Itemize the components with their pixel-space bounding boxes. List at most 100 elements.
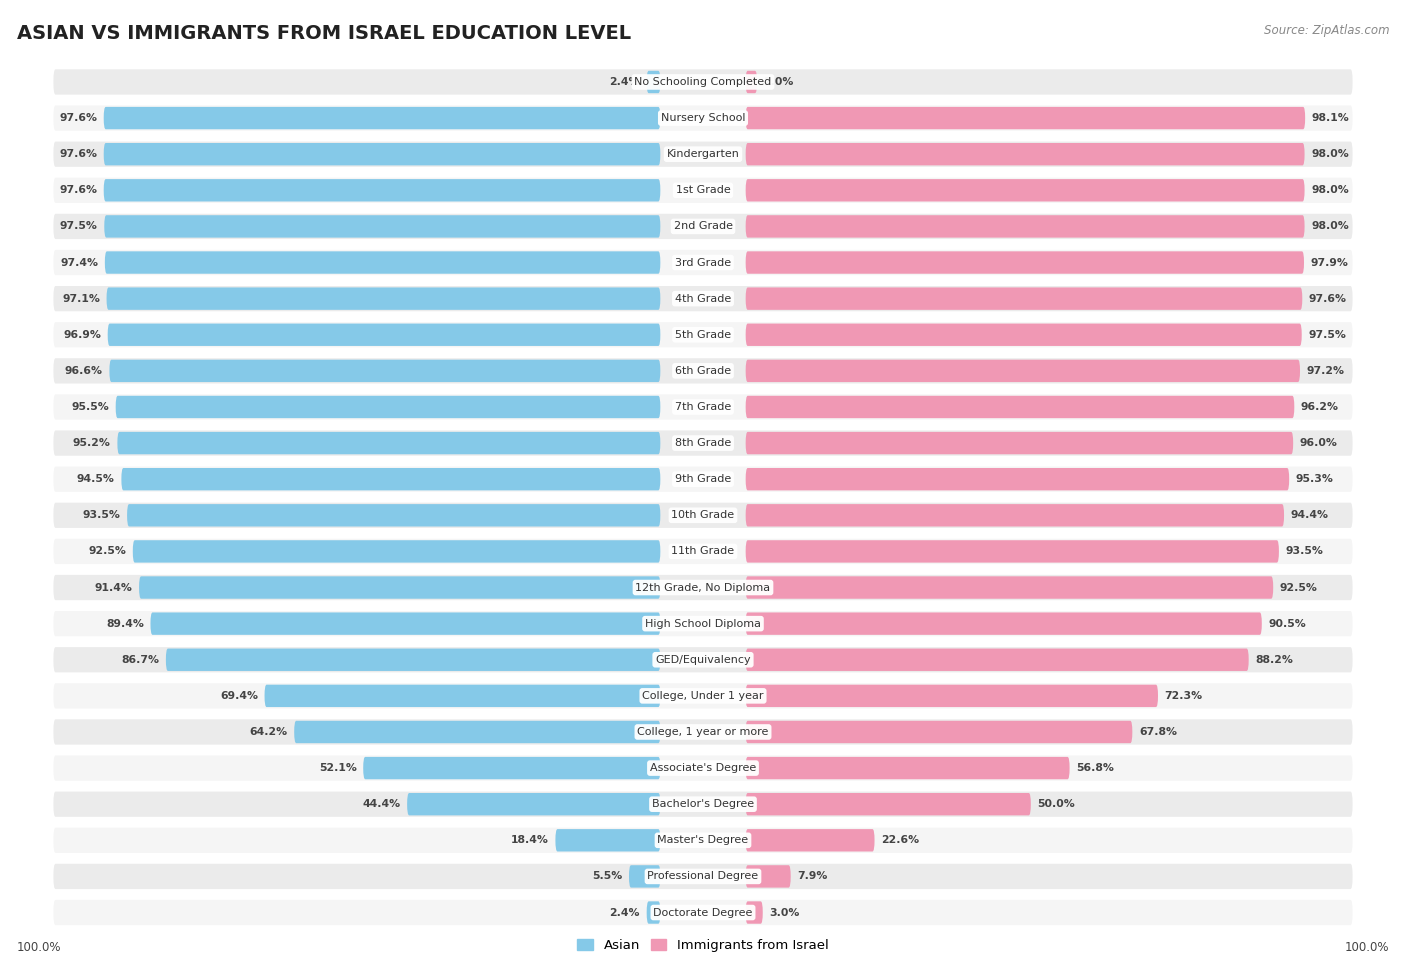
- FancyBboxPatch shape: [628, 865, 661, 887]
- Text: 44.4%: 44.4%: [363, 800, 401, 809]
- FancyBboxPatch shape: [745, 215, 1305, 238]
- Text: 2nd Grade: 2nd Grade: [673, 221, 733, 231]
- FancyBboxPatch shape: [53, 900, 1353, 925]
- FancyBboxPatch shape: [745, 324, 1302, 346]
- Text: 95.5%: 95.5%: [72, 402, 110, 412]
- Text: 97.9%: 97.9%: [1310, 257, 1348, 267]
- Text: No Schooling Completed: No Schooling Completed: [634, 77, 772, 87]
- Text: 3rd Grade: 3rd Grade: [675, 257, 731, 267]
- FancyBboxPatch shape: [745, 432, 1294, 454]
- FancyBboxPatch shape: [745, 829, 875, 851]
- FancyBboxPatch shape: [139, 576, 661, 599]
- Text: 8th Grade: 8th Grade: [675, 438, 731, 449]
- Text: 97.6%: 97.6%: [59, 185, 97, 195]
- FancyBboxPatch shape: [53, 105, 1353, 131]
- FancyBboxPatch shape: [294, 721, 661, 743]
- Text: 18.4%: 18.4%: [510, 836, 548, 845]
- FancyBboxPatch shape: [115, 396, 661, 418]
- FancyBboxPatch shape: [555, 829, 661, 851]
- Text: 64.2%: 64.2%: [249, 727, 288, 737]
- Text: 98.0%: 98.0%: [1312, 149, 1348, 159]
- Text: 72.3%: 72.3%: [1164, 691, 1202, 701]
- FancyBboxPatch shape: [745, 71, 756, 94]
- Text: 4th Grade: 4th Grade: [675, 293, 731, 303]
- Text: High School Diploma: High School Diploma: [645, 619, 761, 629]
- FancyBboxPatch shape: [53, 286, 1353, 311]
- Text: 22.6%: 22.6%: [882, 836, 920, 845]
- FancyBboxPatch shape: [104, 143, 661, 166]
- Text: 94.5%: 94.5%: [77, 474, 115, 485]
- Text: 50.0%: 50.0%: [1038, 800, 1076, 809]
- Text: 9th Grade: 9th Grade: [675, 474, 731, 485]
- FancyBboxPatch shape: [53, 647, 1353, 673]
- Text: Bachelor's Degree: Bachelor's Degree: [652, 800, 754, 809]
- Text: 98.0%: 98.0%: [1312, 185, 1348, 195]
- FancyBboxPatch shape: [745, 612, 1261, 635]
- FancyBboxPatch shape: [53, 503, 1353, 527]
- FancyBboxPatch shape: [132, 540, 661, 563]
- Text: College, 1 year or more: College, 1 year or more: [637, 727, 769, 737]
- Text: 5th Grade: 5th Grade: [675, 330, 731, 339]
- FancyBboxPatch shape: [53, 69, 1353, 95]
- Text: 97.5%: 97.5%: [1309, 330, 1346, 339]
- Text: 2.0%: 2.0%: [763, 77, 794, 87]
- Text: 67.8%: 67.8%: [1139, 727, 1177, 737]
- FancyBboxPatch shape: [117, 432, 661, 454]
- Text: 2.4%: 2.4%: [610, 77, 640, 87]
- FancyBboxPatch shape: [53, 539, 1353, 565]
- FancyBboxPatch shape: [745, 107, 1305, 130]
- FancyBboxPatch shape: [53, 141, 1353, 167]
- FancyBboxPatch shape: [363, 757, 661, 779]
- Text: College, Under 1 year: College, Under 1 year: [643, 691, 763, 701]
- Legend: Asian, Immigrants from Israel: Asian, Immigrants from Israel: [572, 934, 834, 957]
- Text: Master's Degree: Master's Degree: [658, 836, 748, 845]
- FancyBboxPatch shape: [108, 324, 661, 346]
- Text: Professional Degree: Professional Degree: [647, 872, 759, 881]
- FancyBboxPatch shape: [745, 684, 1159, 707]
- FancyBboxPatch shape: [745, 757, 1070, 779]
- FancyBboxPatch shape: [53, 720, 1353, 745]
- FancyBboxPatch shape: [53, 756, 1353, 781]
- Text: 86.7%: 86.7%: [121, 655, 159, 665]
- FancyBboxPatch shape: [745, 360, 1301, 382]
- Text: 98.0%: 98.0%: [1312, 221, 1348, 231]
- FancyBboxPatch shape: [745, 721, 1132, 743]
- FancyBboxPatch shape: [53, 828, 1353, 853]
- FancyBboxPatch shape: [53, 322, 1353, 347]
- Text: 93.5%: 93.5%: [1285, 546, 1323, 557]
- Text: 97.6%: 97.6%: [59, 113, 97, 123]
- FancyBboxPatch shape: [127, 504, 661, 526]
- FancyBboxPatch shape: [745, 396, 1295, 418]
- Text: 96.9%: 96.9%: [63, 330, 101, 339]
- Text: 2.4%: 2.4%: [610, 908, 640, 917]
- Text: Associate's Degree: Associate's Degree: [650, 763, 756, 773]
- Text: 92.5%: 92.5%: [89, 546, 127, 557]
- Text: 91.4%: 91.4%: [94, 582, 132, 593]
- FancyBboxPatch shape: [745, 648, 1249, 671]
- FancyBboxPatch shape: [745, 793, 1031, 815]
- FancyBboxPatch shape: [53, 611, 1353, 637]
- Text: 95.3%: 95.3%: [1296, 474, 1334, 485]
- FancyBboxPatch shape: [745, 901, 763, 923]
- Text: 97.1%: 97.1%: [62, 293, 100, 303]
- Text: 97.2%: 97.2%: [1306, 366, 1344, 375]
- FancyBboxPatch shape: [104, 179, 661, 202]
- Text: 96.0%: 96.0%: [1299, 438, 1337, 449]
- Text: 7.9%: 7.9%: [797, 872, 828, 881]
- FancyBboxPatch shape: [53, 430, 1353, 455]
- FancyBboxPatch shape: [104, 107, 661, 130]
- FancyBboxPatch shape: [107, 288, 661, 310]
- FancyBboxPatch shape: [53, 575, 1353, 601]
- FancyBboxPatch shape: [745, 540, 1279, 563]
- FancyBboxPatch shape: [166, 648, 661, 671]
- Text: 97.6%: 97.6%: [59, 149, 97, 159]
- Text: 100.0%: 100.0%: [17, 941, 62, 954]
- FancyBboxPatch shape: [745, 468, 1289, 490]
- Text: 3.0%: 3.0%: [769, 908, 800, 917]
- FancyBboxPatch shape: [647, 901, 661, 923]
- Text: 11th Grade: 11th Grade: [672, 546, 734, 557]
- Text: 93.5%: 93.5%: [83, 510, 121, 521]
- FancyBboxPatch shape: [745, 252, 1303, 274]
- FancyBboxPatch shape: [121, 468, 661, 490]
- FancyBboxPatch shape: [408, 793, 661, 815]
